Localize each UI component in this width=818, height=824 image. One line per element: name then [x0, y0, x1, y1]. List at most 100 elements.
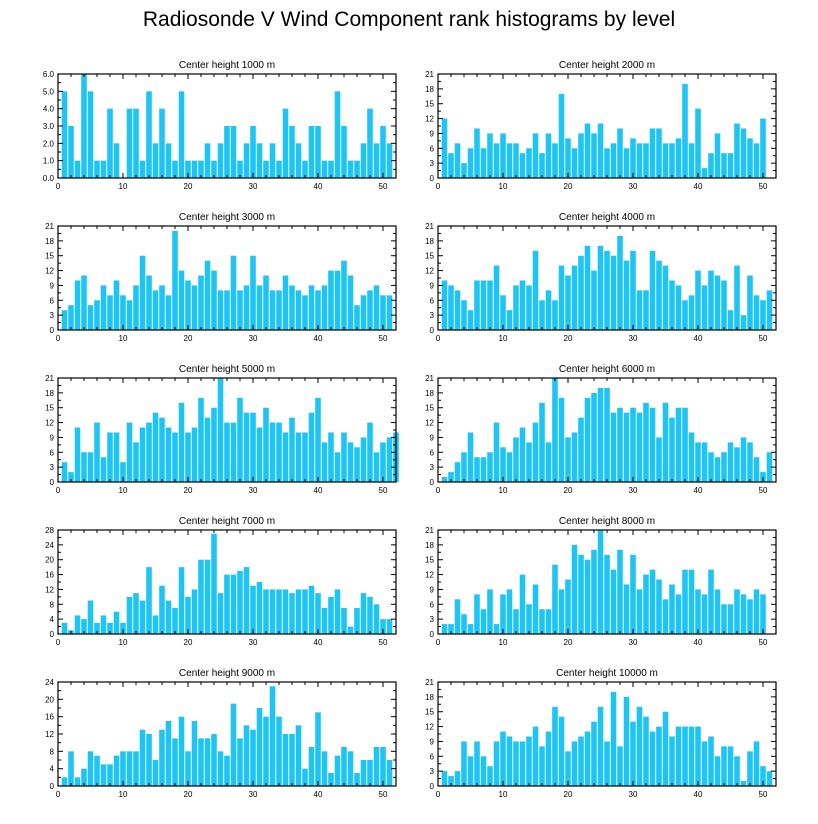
bar: [354, 160, 360, 178]
bar: [480, 609, 487, 634]
bar: [217, 593, 224, 634]
y-tick-label: 21: [425, 678, 434, 687]
bar: [107, 295, 113, 330]
bar: [591, 721, 597, 786]
bar: [367, 596, 373, 634]
y-tick-label: 4: [50, 615, 55, 624]
x-tick-label: 50: [759, 182, 768, 191]
x-tick-label: 20: [184, 790, 193, 799]
panel-4: Center height 4000 m 0 10 20 30 40 50 0 3 6 9 12 15 1…: [425, 212, 777, 343]
bar: [623, 260, 630, 330]
panel-title: Center height 2000 m: [559, 60, 655, 71]
bar: [565, 437, 571, 482]
bar: [243, 412, 250, 482]
bar: [604, 554, 610, 634]
bar: [204, 260, 211, 330]
bar: [493, 741, 500, 786]
bar: [380, 295, 386, 330]
x-tick-label: 0: [56, 334, 61, 343]
bar: [734, 265, 740, 330]
bar: [113, 143, 120, 178]
bar: [243, 285, 250, 330]
bar: [139, 729, 146, 786]
bar: [341, 747, 347, 786]
panel-title: Center height 3000 m: [179, 212, 275, 223]
bar: [545, 290, 552, 330]
bar: [139, 160, 146, 178]
y-tick-label: 6: [430, 296, 435, 305]
y-tick-label: 0: [430, 782, 435, 791]
x-tick-label: 30: [249, 182, 258, 191]
bar: [610, 691, 617, 786]
bar: [152, 143, 159, 178]
bar: [662, 711, 669, 786]
panel-9: Center height 9000 m 0 10 20 30 40 50 0 4 8 12 16 20…: [45, 668, 397, 799]
bar: [328, 773, 334, 786]
bar: [597, 706, 604, 786]
y-tick-label: 12: [425, 571, 434, 580]
bar: [461, 614, 467, 634]
y-tick-label: 6: [430, 752, 435, 761]
bar: [721, 746, 727, 786]
bar: [584, 731, 591, 786]
bar: [454, 290, 461, 330]
bar: [230, 255, 237, 330]
y-tick-label: 3: [430, 767, 435, 776]
x-tick-label: 40: [694, 182, 703, 191]
bar: [81, 452, 87, 482]
bar: [636, 412, 643, 482]
x-tick-label: 20: [564, 334, 573, 343]
bar: [545, 609, 552, 634]
bar: [198, 275, 204, 330]
bar: [760, 766, 766, 786]
bar: [441, 624, 448, 634]
y-tick-label: 28: [45, 526, 54, 535]
bar: [597, 530, 604, 634]
bar: [224, 126, 230, 178]
bar: [467, 624, 474, 634]
bar: [662, 265, 669, 330]
bar: [474, 594, 480, 634]
bar: [656, 437, 662, 482]
x-tick-label: 30: [629, 790, 638, 799]
bar: [172, 230, 178, 330]
bar: [591, 392, 597, 482]
x-tick-label: 40: [314, 486, 323, 495]
bar: [701, 168, 708, 178]
panel-title: Center height 4000 m: [559, 212, 655, 223]
bar: [373, 604, 380, 634]
y-tick-label: 15: [425, 404, 434, 413]
bar: [315, 593, 321, 634]
bar: [682, 300, 688, 330]
bar: [256, 582, 263, 634]
bar: [204, 417, 211, 482]
bar: [191, 589, 198, 634]
bar: [695, 726, 701, 786]
bar: [61, 777, 68, 786]
bar: [526, 285, 532, 330]
bar: [126, 108, 133, 178]
y-tick-label: 18: [425, 237, 434, 246]
y-tick-label: 21: [425, 374, 434, 383]
y-tick-label: 15: [425, 100, 434, 109]
bar: [263, 275, 269, 330]
bar: [269, 422, 276, 482]
bar: [172, 738, 178, 786]
bar: [500, 594, 506, 634]
bar: [373, 285, 380, 330]
bar: [185, 432, 191, 482]
y-tick-label: 2.0: [43, 139, 55, 148]
bar: [133, 108, 139, 178]
bar: [81, 768, 87, 786]
bar: [643, 716, 649, 786]
bar: [448, 285, 454, 330]
bar: [185, 280, 191, 330]
bar: [152, 290, 159, 330]
bar: [753, 457, 760, 482]
bar: [558, 716, 565, 786]
bar: [552, 564, 558, 634]
bar: [198, 559, 204, 634]
bar: [373, 747, 380, 786]
bar: [100, 160, 107, 178]
